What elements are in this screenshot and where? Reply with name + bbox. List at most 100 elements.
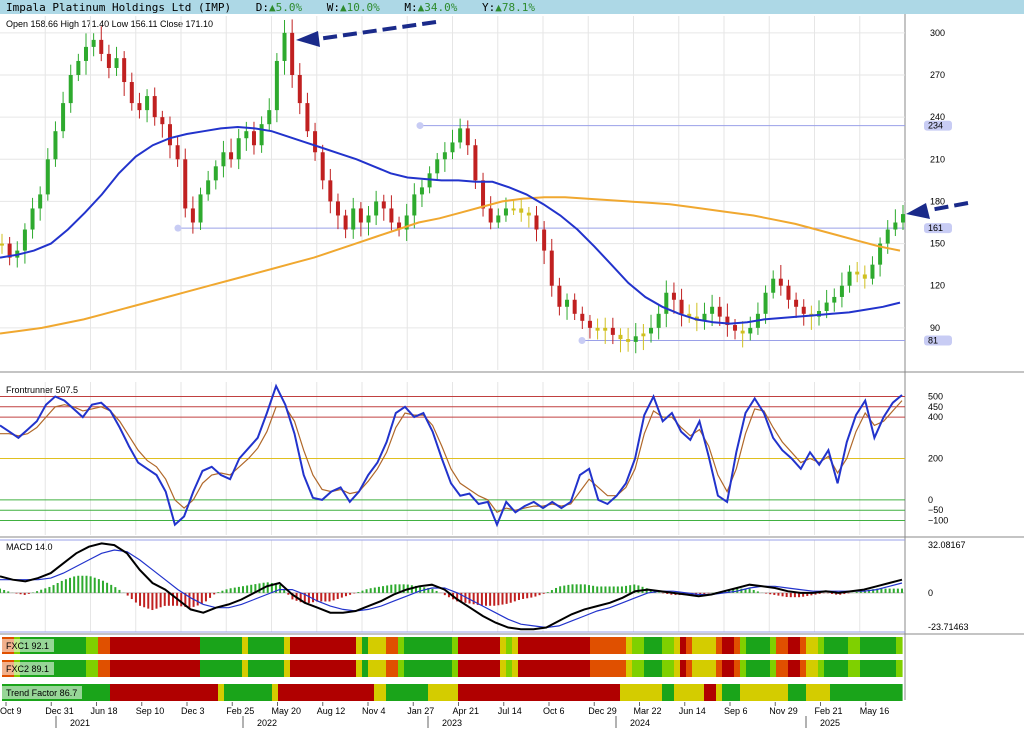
band-cell [836,684,843,701]
band-cell [770,660,777,677]
candle-body [710,306,715,314]
band-cell [836,660,843,677]
band-cell [392,684,399,701]
band-cell [602,637,609,654]
y-label: Y: [482,1,495,14]
band-cell [524,660,531,677]
candle-body [519,208,524,213]
m-label: M: [404,1,417,14]
band-cell [800,684,807,701]
price-candle [106,44,111,79]
band-cell [506,684,513,701]
band-cell [464,637,471,654]
band-cell [572,637,579,654]
candle-body [748,327,753,334]
band-cell [608,684,615,701]
band-cell [686,637,693,654]
band-cell [614,684,621,701]
candle-body [473,145,478,181]
price-candle [656,303,661,340]
price-candle [679,288,684,327]
candle-body [847,271,852,286]
band-cell [860,660,867,677]
band-cell [92,637,99,654]
band-cell [698,637,705,654]
band-cell [206,637,213,654]
d-label: D: [256,1,269,14]
band-cell [584,637,591,654]
band-cell [560,660,567,677]
band-cell [866,637,873,654]
band-cell [686,660,693,677]
price-candle [290,19,295,88]
band-cell [878,660,885,677]
band-cell [338,684,345,701]
candle-body [855,271,860,275]
price-candle [771,270,776,299]
band-cell [494,637,501,654]
band-cell [824,637,831,654]
band-cell [872,684,879,701]
candle-body [542,229,547,251]
band-cell [548,637,555,654]
band-cell [332,660,339,677]
band-cell [272,637,279,654]
band-cell [86,684,93,701]
price-candle [809,305,814,330]
price-candle [458,118,463,149]
price-tick-label: 120 [930,281,945,291]
band-cell [152,660,159,677]
price-candle [748,316,753,341]
band-cell [854,660,861,677]
band-cell [164,637,171,654]
band-cell [266,637,273,654]
price-candle [587,314,592,339]
band-cell [296,684,303,701]
price-candle [412,183,417,229]
band-cell [614,637,621,654]
price-candle [847,265,852,293]
price-candle [244,121,249,151]
price-candle [381,194,386,221]
candle-body [817,311,822,317]
candle-body [76,60,81,75]
band-cell [878,684,885,701]
candle-body [503,208,508,216]
band-cell [494,684,501,701]
indicator-bands: FXC1 92.1 FXC2 89.1 Trend Factor 86.7 [2,637,903,701]
band-cell [512,660,519,677]
band-cell [446,637,453,654]
candle-body [442,152,447,160]
price-level-dot [578,337,586,344]
band-cell [782,637,789,654]
band-cell [752,637,759,654]
band-cell [350,637,357,654]
band-cell [584,684,591,701]
band-cell [650,684,657,701]
band-cell [212,684,219,701]
band-cell [308,637,315,654]
ma-short-line [0,125,901,325]
price-level-tag [924,120,952,131]
band-cell [758,660,765,677]
band-cell [452,684,459,701]
band-cell [128,637,135,654]
band-cell [86,637,93,654]
band-cell [170,684,177,701]
band-cell [308,684,315,701]
band-cell [590,684,597,701]
band-cell [284,637,291,654]
price-candle [649,314,654,343]
band-cell [302,660,309,677]
band-cell [818,684,825,701]
band-cell [218,684,225,701]
price-candle [38,186,43,221]
x-month-label: Dec 29 [588,706,617,716]
band-cell [320,660,327,677]
band-cell [344,660,351,677]
panel-frames [0,14,1024,700]
band-cell [392,660,399,677]
price-level-dot [416,122,424,130]
band-cell [896,637,903,654]
band-cell [74,637,81,654]
